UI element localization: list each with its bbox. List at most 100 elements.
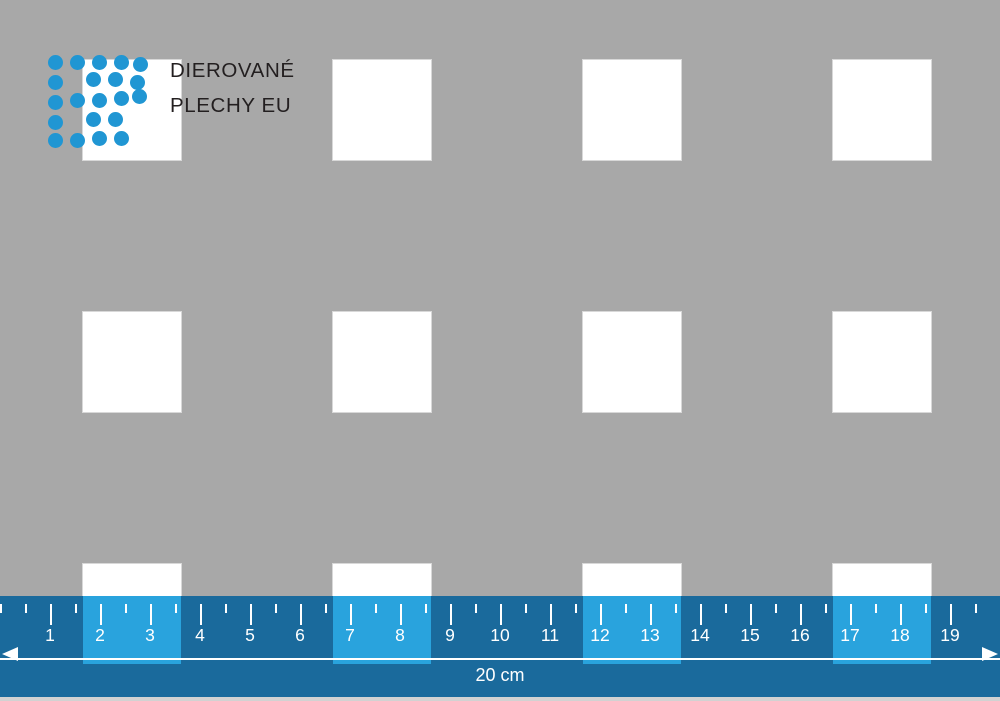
ruler-tick-minor xyxy=(875,604,877,613)
ruler-tick-minor xyxy=(625,604,627,613)
ruler-number-label: 16 xyxy=(790,625,810,645)
ruler-highlight-band xyxy=(833,596,931,664)
ruler-number-label: 6 xyxy=(295,625,305,645)
logo-line-1: DIEROVANÉ xyxy=(170,59,295,82)
logo-dot xyxy=(130,75,145,90)
ruler-tick-major xyxy=(950,604,952,625)
ruler-tick-major xyxy=(800,604,802,625)
ruler-tick-minor xyxy=(925,604,927,613)
ruler-tick-major xyxy=(450,604,452,625)
ruler-number-label: 3 xyxy=(145,625,155,645)
ruler-highlight-band xyxy=(83,596,181,664)
ruler-tick-minor xyxy=(825,604,827,613)
scale-ruler: 1 2 3 4 5 6 7 8 9 10 11 12 13 14 15 16 17 18 19 20 cm xyxy=(0,596,1000,701)
ruler-tick-minor xyxy=(975,604,977,613)
logo-dot xyxy=(92,55,107,70)
ruler-tick-minor xyxy=(775,604,777,613)
logo-dot xyxy=(92,131,107,146)
ruler-number-label: 8 xyxy=(395,625,405,645)
measure-label: 20 cm xyxy=(475,665,525,685)
logo-dot xyxy=(86,72,101,87)
ruler-number-label: 5 xyxy=(245,625,255,645)
perforation-hole xyxy=(333,60,431,160)
ruler-tick-major xyxy=(100,604,102,625)
measure-arrow-line xyxy=(0,658,1000,660)
logo-dot xyxy=(70,93,85,108)
ruler-tick-major xyxy=(600,604,602,625)
logo-dot xyxy=(70,133,85,148)
ruler-tick-minor xyxy=(325,604,327,613)
ruler-number-label: 7 xyxy=(345,625,355,645)
logo-dot xyxy=(48,75,63,90)
ruler-number-label: 18 xyxy=(890,625,910,645)
ruler-highlight-band xyxy=(333,596,431,664)
perforation-hole xyxy=(583,60,681,160)
ruler-tick-minor xyxy=(25,604,27,613)
logo-dot xyxy=(114,55,129,70)
ruler-tick-minor xyxy=(425,604,427,613)
logo-dot xyxy=(70,55,85,70)
arrow-right-icon xyxy=(982,647,998,661)
ruler-number-label: 11 xyxy=(540,625,560,645)
logo-dot xyxy=(92,93,107,108)
ruler-tick-minor xyxy=(525,604,527,613)
logo-dot xyxy=(48,133,63,148)
ruler-highlight-band xyxy=(583,596,681,664)
ruler-tick-major xyxy=(850,604,852,625)
ruler-number-label: 1 xyxy=(45,625,55,645)
ruler-tick-major xyxy=(550,604,552,625)
logo-dot xyxy=(108,112,123,127)
ruler-tick-minor xyxy=(75,604,77,613)
ruler-tick-major xyxy=(400,604,402,625)
logo-line-2: PLECHY EU xyxy=(170,94,292,117)
ruler-tick-minor xyxy=(0,604,2,613)
ruler-tick-major xyxy=(750,604,752,625)
logo-dot xyxy=(133,57,148,72)
ruler-number-label: 14 xyxy=(690,625,710,645)
logo-dot xyxy=(132,89,147,104)
ruler-number-label: 19 xyxy=(940,625,960,645)
perforation-hole xyxy=(833,312,931,412)
ruler-tick-major xyxy=(350,604,352,625)
perforation-hole xyxy=(83,312,181,412)
ruler-tick-major xyxy=(200,604,202,625)
ruler-tick-major xyxy=(300,604,302,625)
logo-dot xyxy=(48,55,63,70)
ruler-tick-minor xyxy=(475,604,477,613)
ruler-tick-minor xyxy=(225,604,227,613)
brand-logo: DIEROVANÉ PLECHY EU xyxy=(48,55,318,148)
ruler-number-label: 4 xyxy=(195,625,205,645)
ruler-tick-minor xyxy=(725,604,727,613)
ruler-tick-major xyxy=(500,604,502,625)
perforation-hole xyxy=(833,60,931,160)
logo-dot xyxy=(48,115,63,130)
perforation-hole xyxy=(583,312,681,412)
ruler-tick-minor xyxy=(275,604,277,613)
logo-dot xyxy=(108,72,123,87)
ruler-tick-major xyxy=(150,604,152,625)
ruler-number-label: 10 xyxy=(490,625,510,645)
ruler-tick-major xyxy=(900,604,902,625)
logo-dot xyxy=(114,131,129,146)
ruler-tick-minor xyxy=(375,604,377,613)
ruler-tick-major xyxy=(700,604,702,625)
ruler-number-label: 17 xyxy=(840,625,860,645)
ruler-tick-major xyxy=(50,604,52,625)
ruler-number-label: 13 xyxy=(640,625,660,645)
logo-dot xyxy=(48,95,63,110)
ruler-tick-major xyxy=(650,604,652,625)
perforation-hole xyxy=(333,312,431,412)
ruler-tick-minor xyxy=(575,604,577,613)
ruler-number-label: 12 xyxy=(590,625,610,645)
bottom-edge-strip xyxy=(0,697,1000,701)
logo-dot-pattern-icon xyxy=(48,55,148,148)
ruler-tick-minor xyxy=(125,604,127,613)
logo-dot xyxy=(86,112,101,127)
ruler-tick-minor xyxy=(175,604,177,613)
ruler-number-label: 2 xyxy=(95,625,105,645)
ruler-tick-minor xyxy=(675,604,677,613)
ruler-number-label: 9 xyxy=(445,625,455,645)
ruler-tick-major xyxy=(250,604,252,625)
logo-dot xyxy=(114,91,129,106)
